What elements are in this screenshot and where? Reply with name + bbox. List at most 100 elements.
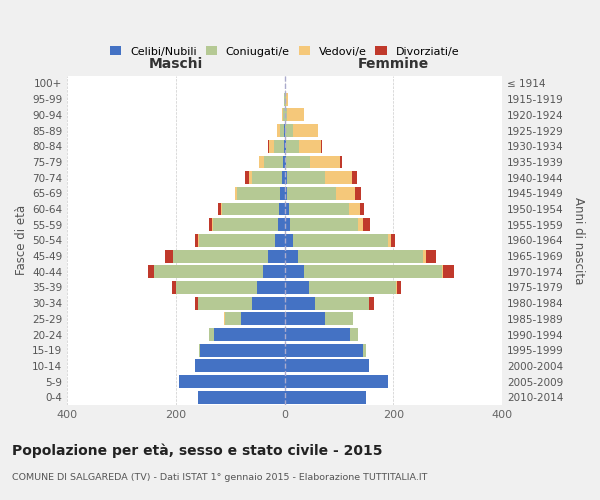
Bar <box>213 218 278 231</box>
Bar <box>252 171 282 184</box>
Bar <box>286 92 289 106</box>
Bar <box>198 296 252 310</box>
Bar <box>263 266 284 278</box>
Bar <box>284 344 364 356</box>
Bar <box>214 328 284 341</box>
Bar <box>364 344 366 356</box>
Bar <box>289 202 349 215</box>
Bar <box>325 171 352 184</box>
Bar <box>241 312 284 326</box>
Bar <box>176 281 257 294</box>
Bar <box>179 375 284 388</box>
Bar <box>284 281 309 294</box>
Bar <box>235 187 237 200</box>
Bar <box>284 108 287 122</box>
Bar <box>274 140 284 152</box>
Bar <box>304 266 442 278</box>
Bar <box>370 296 374 310</box>
Bar <box>358 218 364 231</box>
Bar <box>245 171 250 184</box>
Bar <box>287 171 325 184</box>
Bar <box>336 187 355 200</box>
Bar <box>252 296 284 310</box>
Bar <box>290 218 358 231</box>
Bar <box>350 328 358 341</box>
Bar <box>277 124 280 137</box>
Bar <box>218 202 221 215</box>
Y-axis label: Fasce di età: Fasce di età <box>15 206 28 276</box>
Bar <box>286 156 310 168</box>
Bar <box>321 140 322 152</box>
Bar <box>195 296 198 310</box>
Bar <box>284 92 286 106</box>
Text: Maschi: Maschi <box>149 57 203 71</box>
Bar <box>298 250 423 262</box>
Y-axis label: Anni di nascita: Anni di nascita <box>572 196 585 284</box>
Bar <box>309 281 396 294</box>
Bar <box>284 218 290 231</box>
Bar <box>283 108 284 122</box>
Bar <box>154 266 263 278</box>
Bar <box>443 266 454 278</box>
Bar <box>173 250 268 262</box>
Bar <box>259 156 264 168</box>
Bar <box>195 234 198 247</box>
Bar <box>199 344 200 356</box>
Bar <box>283 156 284 168</box>
Bar <box>200 344 284 356</box>
Bar <box>195 360 284 372</box>
Bar <box>397 281 401 294</box>
Bar <box>278 218 284 231</box>
Text: COMUNE DI SALGAREDA (TV) - Dati ISTAT 1° gennaio 2015 - Elaborazione TUTTITALIA.: COMUNE DI SALGAREDA (TV) - Dati ISTAT 1°… <box>12 473 427 482</box>
Bar <box>284 156 286 168</box>
Bar <box>355 187 361 200</box>
Bar <box>442 266 443 278</box>
Bar <box>225 312 241 326</box>
Bar <box>287 108 304 122</box>
Bar <box>284 312 325 326</box>
Bar <box>299 140 321 152</box>
Bar <box>280 187 284 200</box>
Bar <box>164 250 173 262</box>
Bar <box>286 140 299 152</box>
Bar <box>250 171 252 184</box>
Bar <box>314 296 369 310</box>
Bar <box>268 250 284 262</box>
Bar <box>340 156 342 168</box>
Bar <box>279 202 284 215</box>
Bar <box>148 266 154 278</box>
Bar <box>284 266 304 278</box>
Bar <box>293 124 318 137</box>
Bar <box>284 250 298 262</box>
Bar <box>349 202 359 215</box>
Text: Popolazione per età, sesso e stato civile - 2015: Popolazione per età, sesso e stato civil… <box>12 444 383 458</box>
Bar <box>293 234 388 247</box>
Bar <box>426 250 436 262</box>
Bar <box>275 234 284 247</box>
Bar <box>284 360 369 372</box>
Bar <box>388 234 391 247</box>
Bar <box>222 202 279 215</box>
Bar <box>284 234 293 247</box>
Bar <box>237 187 280 200</box>
Bar <box>284 202 289 215</box>
Bar <box>391 234 395 247</box>
Bar <box>172 281 176 294</box>
Bar <box>284 391 366 404</box>
Bar <box>284 171 287 184</box>
Bar <box>310 156 340 168</box>
Bar <box>282 108 283 122</box>
Bar <box>284 296 314 310</box>
Legend: Celibi/Nubili, Coniugati/e, Vedovi/e, Divorziati/e: Celibi/Nubili, Coniugati/e, Vedovi/e, Di… <box>106 42 464 61</box>
Bar <box>269 140 274 152</box>
Bar <box>284 187 287 200</box>
Text: Femmine: Femmine <box>358 57 429 71</box>
Bar <box>264 156 283 168</box>
Bar <box>282 171 284 184</box>
Bar <box>198 391 284 404</box>
Bar <box>325 312 353 326</box>
Bar <box>352 171 358 184</box>
Bar <box>221 202 222 215</box>
Bar <box>423 250 426 262</box>
Bar <box>284 328 350 341</box>
